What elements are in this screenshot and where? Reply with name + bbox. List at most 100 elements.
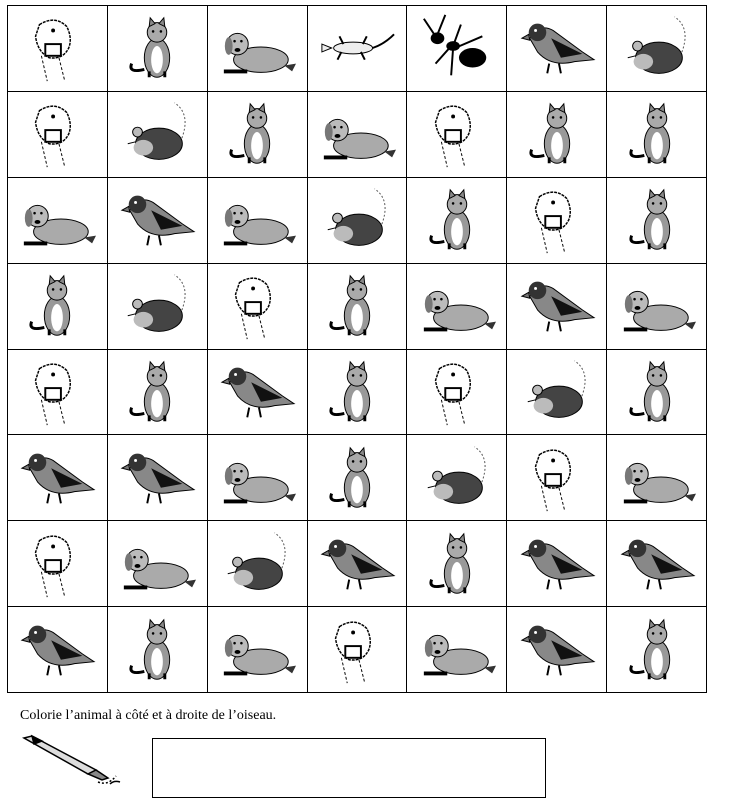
grid-cell[interactable] [107, 349, 208, 436]
bird-icon [520, 625, 596, 676]
camel-icon [35, 105, 72, 168]
grid-cell[interactable] [307, 263, 408, 350]
camel-icon [534, 449, 571, 512]
grid-cell[interactable] [307, 177, 408, 264]
grid-cell[interactable] [607, 91, 707, 178]
grid-cell[interactable] [8, 521, 108, 608]
dog-icon [623, 290, 696, 332]
grid-cell[interactable] [107, 521, 208, 608]
camel-icon [434, 363, 471, 426]
grid-cell[interactable] [507, 6, 608, 92]
bird-icon [120, 453, 196, 504]
grid-cell[interactable] [607, 177, 707, 264]
grid-cell[interactable] [8, 91, 108, 178]
grid-cell[interactable] [407, 521, 508, 608]
cat-icon [629, 360, 670, 422]
cat-icon [329, 274, 371, 336]
cat-icon [629, 102, 670, 165]
dog-icon [223, 634, 297, 675]
cat-icon [29, 274, 71, 336]
grid-cell[interactable] [307, 521, 408, 608]
dog-icon [223, 462, 297, 504]
grid-cell[interactable] [507, 607, 608, 693]
cat-icon [229, 102, 271, 165]
cat-icon [329, 360, 371, 422]
grid-cell[interactable] [507, 521, 608, 608]
grid-cell[interactable] [107, 177, 208, 264]
cat-icon [129, 618, 171, 680]
grid-cell[interactable] [407, 263, 508, 350]
grid-cell[interactable] [8, 177, 108, 264]
grid-cell[interactable] [8, 349, 108, 436]
mouse-icon [327, 188, 386, 247]
grid-cell[interactable] [307, 435, 408, 522]
grid-cell[interactable] [607, 263, 707, 350]
bird-icon [21, 453, 96, 504]
grid-cell[interactable] [607, 349, 707, 436]
grid-cell[interactable] [607, 6, 707, 92]
bird-icon [21, 625, 96, 676]
bird-icon [620, 539, 696, 590]
grid-cell[interactable] [207, 177, 308, 264]
lizard-icon [321, 34, 395, 61]
grid-cell[interactable] [407, 607, 508, 693]
grid-cell[interactable] [207, 6, 308, 92]
camel-icon [434, 105, 471, 168]
grid-cell[interactable] [207, 435, 308, 522]
grid-cell[interactable] [8, 607, 108, 693]
grid-cell[interactable] [8, 6, 108, 92]
mouse-icon [527, 360, 586, 418]
dog-icon [623, 462, 696, 504]
answer-box[interactable] [152, 738, 546, 798]
grid-cell[interactable] [207, 607, 308, 693]
grid-cell[interactable] [507, 91, 608, 178]
grid-cell[interactable] [207, 521, 308, 608]
bird-icon [520, 24, 596, 74]
cat-icon [329, 446, 371, 508]
bird-icon [520, 539, 596, 590]
grid-cell[interactable] [207, 91, 308, 178]
grid-cell[interactable] [407, 6, 508, 92]
mouse-icon [127, 274, 186, 332]
grid-cell[interactable] [207, 263, 308, 350]
grid-cell[interactable] [107, 263, 208, 350]
grid-cell[interactable] [107, 6, 208, 92]
grid-cell[interactable] [307, 349, 408, 436]
grid-cell[interactable] [607, 607, 707, 693]
grid-cell[interactable] [107, 435, 208, 522]
mouse-icon [627, 16, 686, 75]
bird-icon [220, 367, 296, 418]
mouse-icon [427, 446, 486, 504]
grid-cell[interactable] [107, 91, 208, 178]
grid-cell[interactable] [307, 91, 408, 178]
grid-cell[interactable] [507, 177, 608, 264]
grid-cell[interactable] [407, 177, 508, 264]
grid-cell[interactable] [307, 6, 408, 92]
grid-cell[interactable] [407, 91, 508, 178]
mouse-icon [127, 102, 186, 161]
bird-icon [120, 195, 196, 246]
grid-cell[interactable] [507, 435, 608, 522]
grid-cell[interactable] [507, 349, 608, 436]
dog-icon [423, 290, 496, 332]
cat-icon [429, 188, 471, 250]
grid-cell[interactable] [207, 349, 308, 436]
grid-cell[interactable] [107, 607, 208, 693]
instruction-text: Colorie l’animal à côté et à droite de l… [20, 708, 277, 723]
grid-cell[interactable] [8, 263, 108, 350]
grid-cell[interactable] [8, 435, 108, 522]
ant-icon [422, 14, 487, 76]
grid-cell[interactable] [607, 521, 707, 608]
grid-cell[interactable] [307, 607, 408, 693]
dog-icon [223, 205, 297, 246]
grid-cell[interactable] [507, 263, 608, 350]
bird-icon [520, 281, 596, 332]
cat-icon [129, 17, 171, 79]
camel-icon [35, 19, 72, 82]
grid-cell[interactable] [407, 435, 508, 522]
grid-cell[interactable] [607, 435, 707, 522]
dog-icon [323, 119, 396, 160]
grid-cell[interactable] [407, 349, 508, 436]
camel-icon [35, 535, 72, 597]
camel-icon [234, 277, 272, 340]
